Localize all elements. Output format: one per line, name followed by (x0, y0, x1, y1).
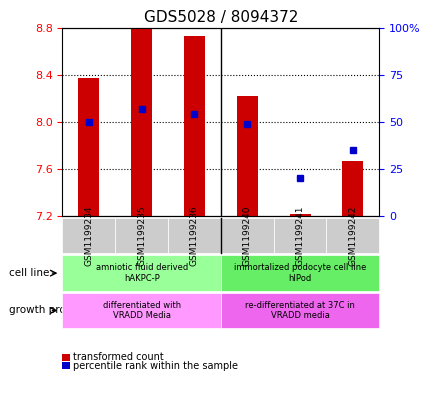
Bar (341, 161, 362, 216)
Bar (78, 78, 99, 216)
Text: GSM1199241: GSM1199241 (295, 206, 304, 266)
Bar (236, 96, 257, 216)
Text: percentile rank within the sample: percentile rank within the sample (73, 361, 238, 371)
Bar (289, 214, 310, 216)
Text: GSM1199242: GSM1199242 (347, 206, 356, 266)
Bar (184, 36, 205, 216)
Text: transformed count: transformed count (73, 352, 164, 362)
Text: differentiated with
VRADD Media: differentiated with VRADD Media (102, 301, 180, 320)
Text: GSM1199240: GSM1199240 (242, 206, 251, 266)
Text: amniotic fluid derived
hAKPC-P: amniotic fluid derived hAKPC-P (95, 263, 187, 283)
Text: re-differentiated at 37C in
VRADD media: re-differentiated at 37C in VRADD media (245, 301, 354, 320)
Text: GSM1199236: GSM1199236 (190, 206, 199, 266)
Title: GDS5028 / 8094372: GDS5028 / 8094372 (143, 10, 298, 25)
Text: GSM1199235: GSM1199235 (137, 206, 146, 266)
Bar (131, 28, 152, 216)
Text: cell line: cell line (9, 268, 49, 278)
Text: immortalized podocyte cell line
hIPod: immortalized podocyte cell line hIPod (233, 263, 366, 283)
Text: GSM1199234: GSM1199234 (84, 206, 93, 266)
Text: growth protocol: growth protocol (9, 305, 91, 316)
